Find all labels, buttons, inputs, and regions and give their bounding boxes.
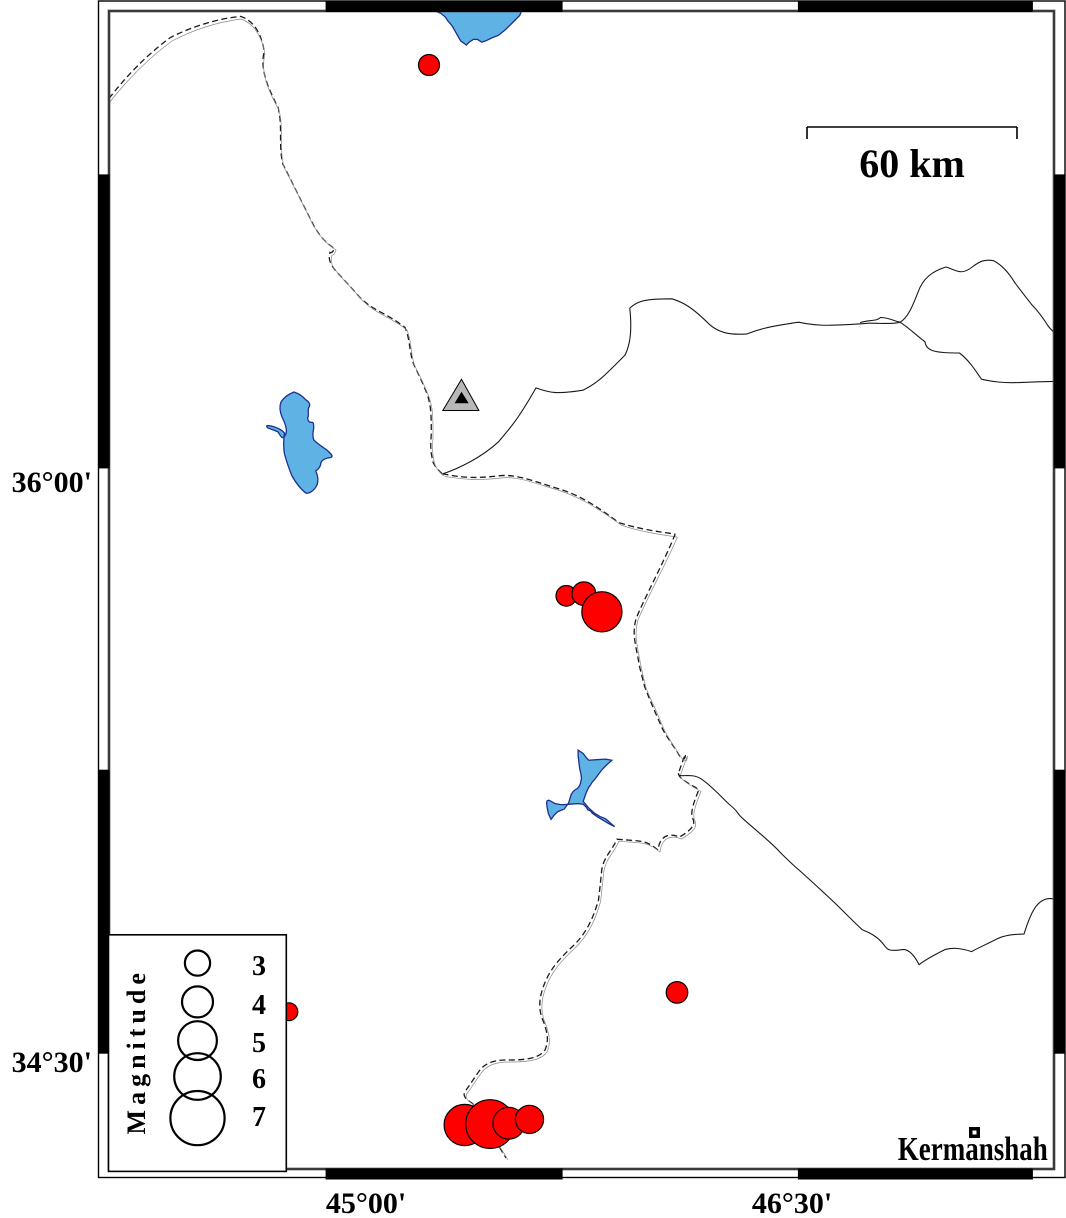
svg-text:6: 6: [252, 1064, 266, 1095]
svg-text:Magnitude: Magnitude: [122, 968, 151, 1134]
svg-text:34°30': 34°30': [12, 1046, 92, 1079]
svg-text:45°00': 45°00': [326, 1187, 406, 1218]
svg-text:46°30': 46°30': [752, 1187, 832, 1218]
svg-text:4: 4: [252, 990, 266, 1021]
svg-text:7: 7: [252, 1102, 266, 1133]
svg-text:3: 3: [252, 951, 266, 982]
svg-text:5: 5: [252, 1028, 266, 1059]
svg-text:36°00': 36°00': [12, 466, 92, 499]
svg-text:60 km: 60 km: [859, 141, 965, 186]
svg-text:Kermanshah: Kermanshah: [898, 1131, 1048, 1168]
